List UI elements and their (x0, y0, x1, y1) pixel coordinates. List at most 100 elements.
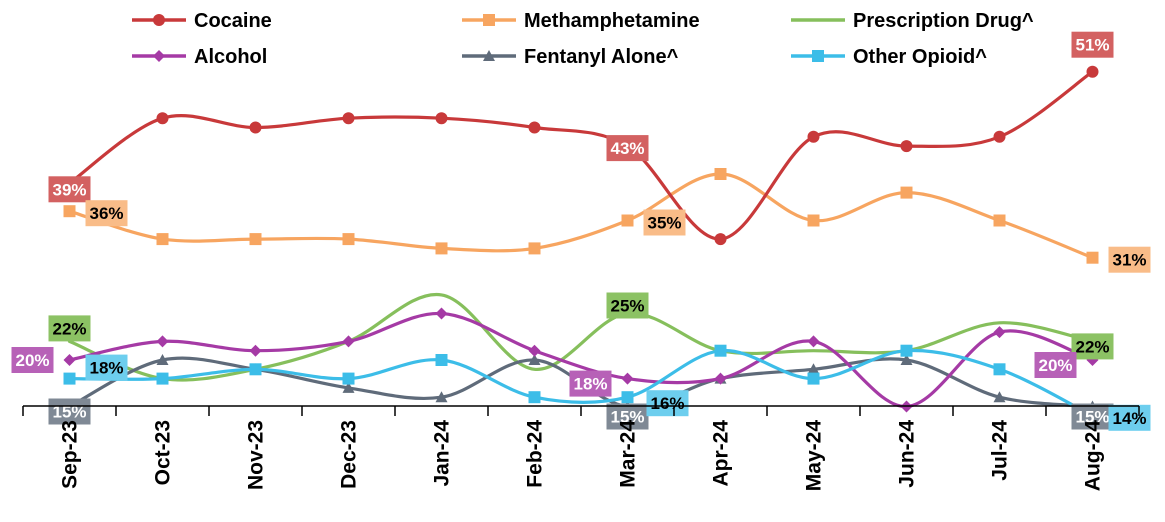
data-label-text: 51% (1075, 36, 1109, 55)
data-point-alcohol-nov-23 (249, 344, 262, 357)
data-point-methamphetamine-jan-24 (435, 242, 448, 255)
data-label-text: 18% (573, 375, 607, 394)
data-point-fentanyl-alone-may-24 (807, 363, 820, 375)
data-label-box (1108, 404, 1151, 431)
legend-item-cocaine: Cocaine (132, 10, 272, 32)
data-label-box (606, 403, 649, 430)
data-label-text: 15% (52, 403, 86, 422)
data-label-box (643, 209, 686, 236)
data-point-fentanyl-alone-oct-23 (156, 354, 169, 365)
data-point-methamphetamine-oct-23 (156, 233, 169, 246)
legend-marker (483, 14, 495, 26)
data-point-fentanyl-alone-jun-24 (900, 354, 913, 365)
data-point-methamphetamine-may-24 (807, 214, 820, 227)
legend-label: Fentanyl Alone^ (524, 46, 679, 68)
data-point-cocaine-oct-23 (156, 112, 169, 125)
data-label-box (569, 370, 612, 397)
legend-label: Cocaine (194, 10, 272, 32)
data-label-box (606, 292, 649, 319)
series-line-methamphetamine (67, 172, 1095, 260)
data-label-methamphetamine-aug-24: 31% (1108, 246, 1151, 273)
data-label-prescription-drug-sep-23: 22% (48, 315, 91, 342)
data-label-cocaine-mar-24: 43% (606, 135, 649, 162)
data-point-fentanyl-alone-jan-24 (435, 391, 448, 403)
legend-item-alcohol: Alcohol (132, 46, 267, 68)
data-label-other-opioid-sep-23: 18% (85, 354, 128, 381)
data-point-cocaine-jul-24 (993, 130, 1006, 143)
data-label-fentanyl-alone-aug-24: 15% (1071, 403, 1114, 430)
x-tick-label-nov-23: Nov-23 (245, 420, 268, 490)
data-point-other-opioid-jul-24 (993, 363, 1006, 376)
data-point-alcohol-apr-24 (714, 372, 727, 385)
data-label-text: 14% (1112, 409, 1146, 428)
data-point-methamphetamine-nov-23 (249, 233, 262, 246)
x-axis: Sep-23 Oct-23 Nov-23 Dec-23 Jan-24 Feb-24 Mar-… (22, 405, 1140, 491)
data-point-alcohol-jul-24 (993, 326, 1006, 339)
series-lines (63, 65, 1099, 422)
data-point-fentanyl-alone-jul-24 (993, 391, 1006, 403)
data-label-alcohol-aug-24: 20% (1034, 352, 1077, 378)
data-point-fentanyl-alone-dec-23 (342, 381, 355, 393)
x-tick-label-oct-23: Oct-23 (152, 420, 175, 485)
data-point-cocaine-jun-24 (900, 140, 913, 153)
series-line-cocaine (67, 70, 1095, 241)
data-label-box (1071, 31, 1114, 58)
data-label-text: 35% (647, 214, 681, 233)
x-tick-label-apr-24: Apr-24 (710, 420, 733, 487)
data-point-other-opioid-jan-24 (435, 354, 448, 366)
legend-label: Other Opioid^ (853, 46, 987, 68)
legend-marker (153, 50, 165, 62)
data-point-alcohol-oct-23 (156, 335, 169, 348)
legend-item-methamphetamine: Methamphetamine (462, 10, 700, 32)
x-tick-label-dec-23: Dec-23 (338, 420, 361, 489)
data-point-other-opioid-sep-23 (63, 372, 76, 385)
data-point-other-opioid-feb-24 (528, 391, 541, 404)
data-point-fentanyl-alone-feb-24 (528, 354, 541, 365)
data-label-fentanyl-alone-mar-24: 15% (606, 403, 649, 430)
data-label-text: 16% (650, 394, 684, 413)
data-label-alcohol-sep-23: 20% (11, 347, 54, 373)
data-point-cocaine-jan-24 (435, 112, 448, 125)
data-label-text: 20% (15, 351, 49, 370)
data-label-text: 22% (52, 319, 86, 338)
data-point-methamphetamine-sep-23 (63, 205, 76, 218)
data-label-box (48, 176, 91, 203)
x-tick-label-feb-24: Feb-24 (524, 420, 547, 488)
data-label-alcohol-mar-24: 18% (569, 370, 612, 397)
data-label-text: 22% (1075, 337, 1109, 356)
data-point-methamphetamine-mar-24 (621, 214, 634, 227)
data-label-box (85, 200, 128, 227)
data-point-cocaine-nov-23 (249, 121, 262, 134)
data-point-other-opioid-mar-24 (621, 391, 634, 404)
data-label-box (11, 347, 54, 373)
legend-label: Prescription Drug^ (853, 10, 1034, 32)
data-label-other-opioid-aug-24: 14% (1108, 404, 1151, 431)
data-label-text: 20% (1038, 356, 1072, 375)
legend-label: Methamphetamine (524, 10, 700, 32)
data-point-other-opioid-jun-24 (900, 344, 913, 357)
data-label-box (48, 398, 91, 425)
legend-marker (153, 14, 165, 26)
data-label-text: 43% (610, 139, 644, 158)
data-label-box (1034, 352, 1077, 378)
series-cocaine (63, 65, 1099, 246)
data-label-text: 18% (89, 359, 123, 378)
x-tick-label-jan-24: Jan-24 (431, 420, 454, 487)
data-label-prescription-drug-aug-24: 22% (1071, 333, 1114, 360)
data-point-methamphetamine-apr-24 (714, 168, 727, 180)
x-tick-label-sep-23: Sep-23 (59, 420, 82, 489)
data-point-other-opioid-may-24 (807, 372, 820, 385)
data-label-fentanyl-alone-sep-23: 15% (48, 398, 91, 425)
data-label-box (646, 390, 689, 417)
data-label-other-opioid-mar-24: 16% (646, 390, 689, 417)
data-label-cocaine-sep-23: 39% (48, 176, 91, 203)
data-label-box (606, 135, 649, 162)
data-point-alcohol-may-24 (807, 335, 820, 348)
data-point-cocaine-aug-24 (1086, 65, 1099, 78)
data-label-text: 36% (89, 204, 123, 223)
x-tick-label-jun-24: Jun-24 (896, 420, 919, 488)
data-label-text: 15% (1075, 408, 1109, 427)
data-point-methamphetamine-jul-24 (993, 214, 1006, 227)
data-point-methamphetamine-dec-23 (342, 233, 355, 246)
